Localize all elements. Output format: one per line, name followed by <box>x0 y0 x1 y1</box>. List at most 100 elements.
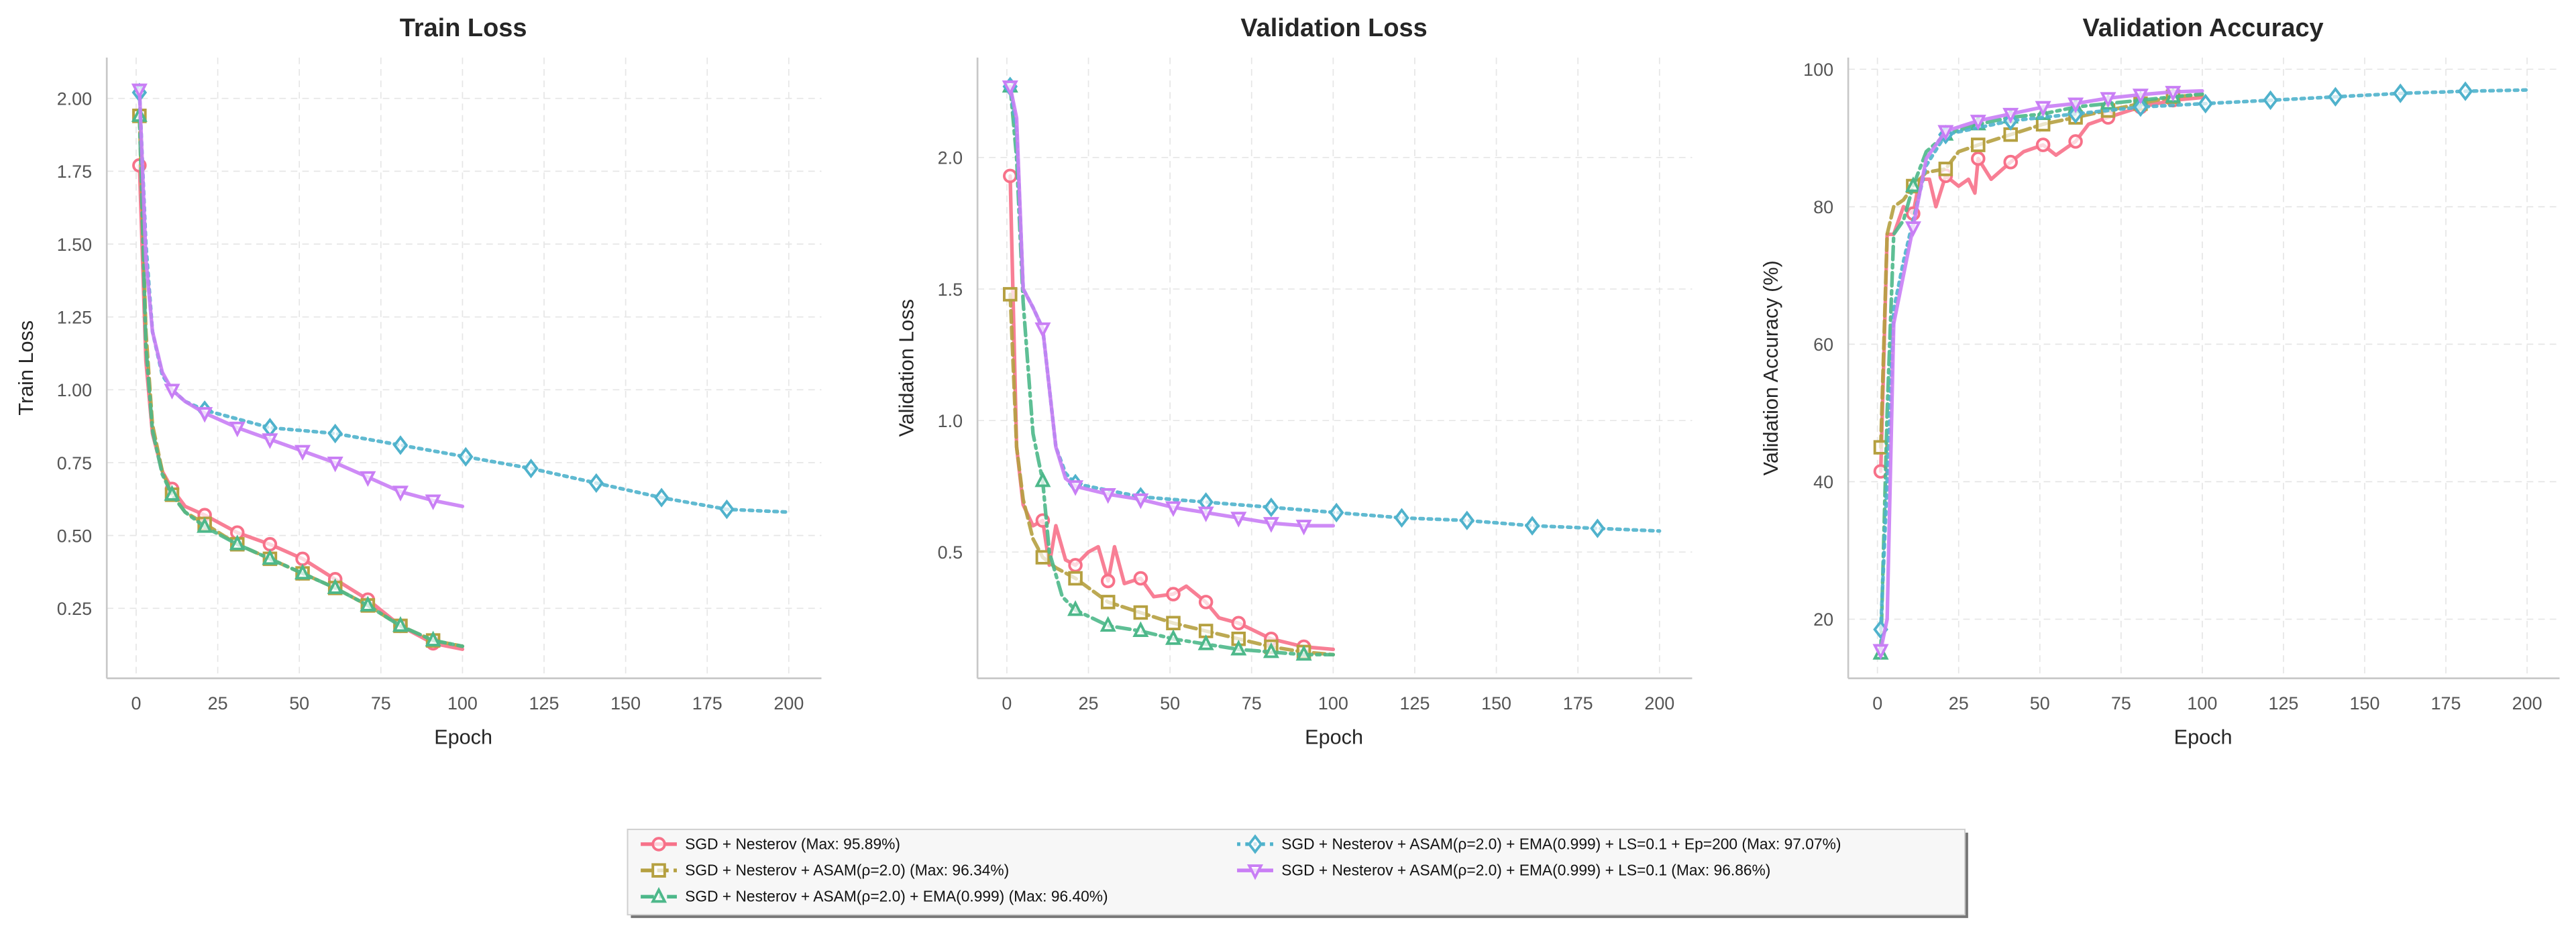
data-point-triangle-down <box>164 384 180 400</box>
series-ema <box>131 106 465 648</box>
legend-marker-diamond <box>1247 834 1263 854</box>
data-point-diamond <box>523 458 539 479</box>
legend-marker-triangle-down <box>1246 864 1264 880</box>
x-tick-label: 50 <box>1160 693 1180 713</box>
data-point-circle <box>1166 587 1181 601</box>
y-tick-label: 60 <box>1813 335 1833 355</box>
series-ep200 <box>131 82 791 520</box>
data-point-diamond <box>1263 497 1279 518</box>
data-point-triangle-down <box>1230 512 1247 528</box>
series-sgd <box>1873 93 2204 479</box>
data-point-triangle-down <box>327 456 343 473</box>
series-asam <box>1003 287 1336 660</box>
y-tick-label: 1.0 <box>938 411 963 431</box>
x-tick-label: 200 <box>773 693 804 713</box>
data-point-triangle-up <box>229 534 246 550</box>
y-tick-label: 1.5 <box>938 280 963 300</box>
data-point-square <box>1198 624 1214 638</box>
data-point-triangle-down <box>1002 80 1018 97</box>
series-ls <box>131 83 465 510</box>
data-point-triangle-down <box>2132 89 2149 105</box>
data-point-circle <box>1003 168 1018 184</box>
data-point-triangle-down <box>2100 92 2116 108</box>
legend-marker-triangle-up <box>651 886 667 903</box>
legend-label-ema: SGD + Nesterov + ASAM(ρ=2.0) + EMA(0.999… <box>685 888 1108 905</box>
train-loss-panel: Train Loss Epoch Train Loss 0 25 50 75 100 12… <box>15 14 822 749</box>
data-point-circle <box>2068 134 2083 149</box>
y-tick-label: 0.5 <box>938 542 963 563</box>
series-ls <box>1002 80 1336 536</box>
y-tick-label: 40 <box>1813 472 1833 492</box>
data-point-triangle-up <box>1132 621 1149 637</box>
data-point-diamond <box>1328 502 1344 523</box>
data-point-diamond <box>2328 86 2343 107</box>
x-tick-label: 75 <box>1242 693 1262 713</box>
y-tick-label: 0.25 <box>57 599 92 619</box>
series-ep200 <box>1873 81 2529 640</box>
data-point-triangle-down <box>1099 488 1116 504</box>
y-tick-label: 20 <box>1813 610 1833 630</box>
data-point-square <box>2035 117 2051 132</box>
series-asam <box>132 109 465 648</box>
train-loss-title: Train Loss <box>400 14 527 42</box>
data-point-triangle-down <box>1263 517 1279 533</box>
data-point-diamond <box>262 418 278 438</box>
y-tick-label: 0.50 <box>57 526 92 546</box>
data-point-triangle-up <box>1034 471 1051 487</box>
data-point-square <box>1971 137 1986 152</box>
data-point-triangle-down <box>131 83 148 100</box>
x-tick-label: 0 <box>1872 693 1882 713</box>
data-point-triangle-down <box>2165 86 2182 102</box>
data-point-diamond <box>2068 104 2084 124</box>
validation-accuracy-xlabel: Epoch <box>2174 726 2233 749</box>
data-point-triangle-down <box>1165 501 1182 518</box>
y-tick-label: 1.25 <box>57 307 92 327</box>
x-tick-label: 25 <box>208 693 228 713</box>
data-point-square <box>1938 162 1953 176</box>
data-point-triangle-down <box>360 471 376 487</box>
data-point-triangle-up <box>164 485 180 501</box>
legend-box <box>627 828 1966 916</box>
data-point-triangle-down <box>1872 644 1889 660</box>
data-point-triangle-up <box>1165 629 1182 645</box>
data-point-square <box>1133 605 1148 620</box>
data-point-diamond <box>458 447 474 467</box>
legend-label-asam: SGD + Nesterov + ASAM(ρ=2.0) (Max: 96.34… <box>685 861 1009 878</box>
data-point-circle <box>1100 573 1116 589</box>
data-point-triangle-down <box>392 485 409 502</box>
data-point-triangle-up <box>1230 640 1247 656</box>
x-tick-label: 150 <box>610 693 641 713</box>
data-point-triangle-up <box>1197 634 1214 650</box>
x-tick-label: 50 <box>2030 693 2050 713</box>
legend-label-ls: SGD + Nesterov + ASAM(ρ=2.0) + EMA(0.999… <box>1281 861 1770 878</box>
data-point-triangle-down <box>1904 221 1921 237</box>
data-point-diamond <box>1524 516 1540 536</box>
y-tick-label: 100 <box>1803 60 1833 80</box>
x-tick-label: 25 <box>1949 693 1969 713</box>
data-point-triangle-down <box>229 421 246 438</box>
data-point-diamond <box>1459 510 1475 530</box>
data-point-triangle-up <box>197 517 213 533</box>
x-tick-label: 50 <box>289 693 309 713</box>
data-point-diamond <box>2392 83 2408 103</box>
x-tick-label: 175 <box>1563 693 1593 713</box>
data-point-triangle-up <box>327 578 343 594</box>
series-line-ep200 <box>1008 84 1662 533</box>
data-point-triangle-up <box>1295 644 1312 661</box>
data-point-triangle-down <box>262 433 278 449</box>
data-point-triangle-down <box>197 407 213 423</box>
legend-label-sgd: SGD + Nesterov (Max: 95.89%) <box>685 835 900 852</box>
train-loss-ylabel: Train Loss <box>15 321 38 416</box>
data-point-square <box>2003 127 2018 142</box>
legend-marker-square <box>651 863 666 878</box>
legend-marker-circle <box>651 837 666 852</box>
data-point-triangle-down <box>1937 125 1954 141</box>
data-point-triangle-down <box>294 445 311 461</box>
x-tick-label: 175 <box>2431 693 2461 713</box>
y-tick-label: 80 <box>1813 197 1833 217</box>
validation-loss-panel: Validation Loss Epoch Validation Loss 0 2… <box>896 14 1693 749</box>
data-point-diamond <box>719 499 735 520</box>
validation-accuracy-title: Validation Accuracy <box>2083 14 2324 42</box>
data-point-triangle-down <box>425 494 441 510</box>
x-tick-label: 75 <box>2111 693 2131 713</box>
